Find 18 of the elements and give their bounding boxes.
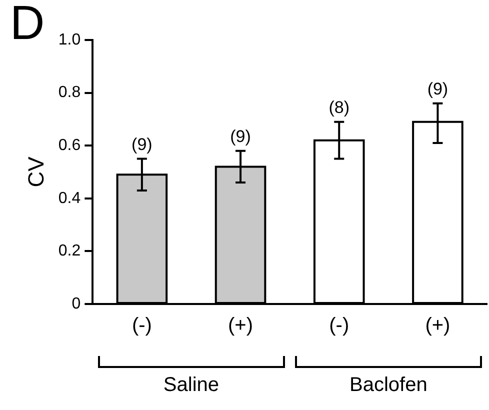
text: Saline (162, 374, 220, 397)
y-axis-title: CV (23, 156, 48, 188)
y-tick-label: 0.4 (58, 190, 81, 207)
y-tick-label: 0 (72, 295, 81, 312)
y-tick-label: 1.0 (58, 31, 81, 48)
annotation: (9) (427, 80, 448, 99)
annotation: (9) (132, 134, 152, 154)
chart-title: D (10, 0, 45, 52)
text: Baclofen (348, 374, 428, 397)
y-tick-label: 0.6 (58, 137, 81, 154)
x-tick-label: (-) (329, 314, 350, 337)
y-tick-label: 0.2 (58, 242, 81, 260)
x-tick-label: (+) (228, 314, 254, 337)
annotation: (8) (328, 98, 350, 118)
x-tick-label: (+) (425, 314, 450, 337)
y-tick-label: 0.8 (58, 84, 81, 102)
annotation: (9) (230, 127, 251, 146)
x-tick-label: (-) (132, 314, 152, 337)
